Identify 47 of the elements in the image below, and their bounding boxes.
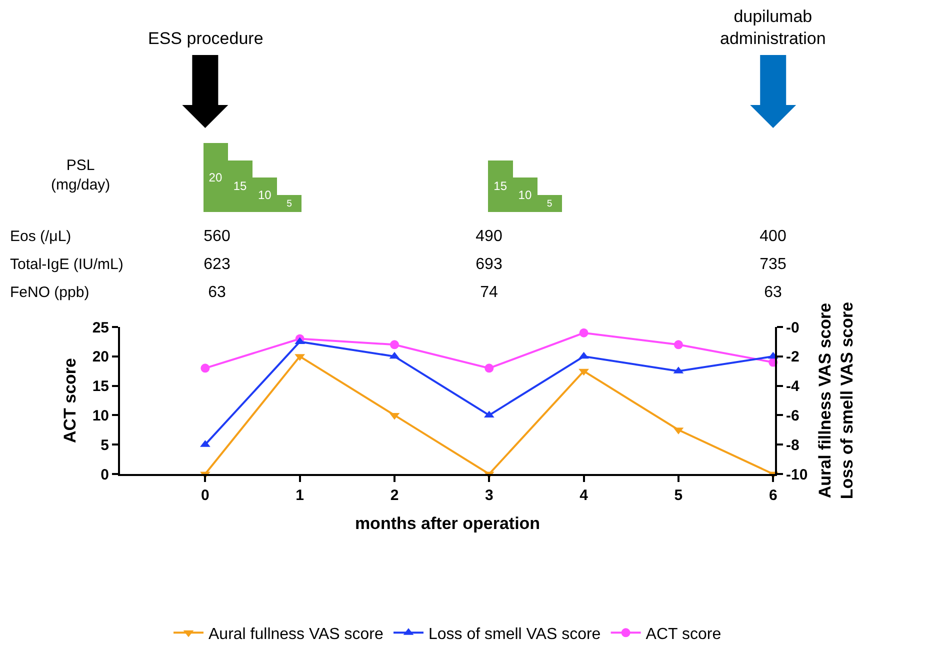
y-tick-label: 10: [92, 407, 109, 424]
text: 63: [764, 284, 782, 302]
text: 560: [204, 228, 230, 246]
text: 400: [760, 228, 786, 246]
text: 490: [476, 228, 502, 246]
y-tick-label: 25: [92, 319, 109, 336]
legend-label: ACT score: [646, 626, 722, 643]
text: 693: [476, 256, 502, 274]
text: 74: [480, 284, 498, 302]
x-tick-label: 0: [201, 487, 210, 504]
y-tick-label: 5: [100, 436, 109, 454]
data-label: 15: [233, 179, 248, 194]
legend-label: Aural fullness VAS score: [208, 626, 384, 643]
x-tick-label: 6: [768, 487, 778, 504]
y-tick-label: 0: [100, 466, 109, 484]
data-label: 10: [258, 188, 272, 202]
y2-tick-label: -10: [786, 466, 808, 484]
y-axis-title: ACT score: [60, 358, 80, 444]
text: 735: [760, 256, 786, 274]
y2-tick-label: -8: [786, 436, 800, 454]
legend-label: Loss of smell VAS score: [428, 626, 601, 643]
data-label: 10: [518, 188, 532, 202]
x-axis-title: months after operation: [354, 514, 540, 533]
text: 63: [208, 284, 226, 302]
x-tick-label: 2: [390, 487, 399, 504]
text: Total-IgE (IU/mL): [10, 256, 124, 273]
y-tick-label: 15: [92, 378, 109, 396]
data-label: 20: [208, 170, 222, 184]
x-tick-label: 5: [674, 487, 683, 504]
x-tick-label: 3: [484, 487, 494, 504]
data-label: 5: [286, 198, 292, 210]
y-axis-title: PSL (mg/day): [51, 157, 110, 194]
text: FeNO (ppb): [10, 284, 90, 301]
text: dupilumab administration: [720, 7, 826, 48]
x-tick-label: 4: [580, 487, 589, 504]
y2-tick-label: -6: [786, 407, 800, 424]
y2-tick-label: -4: [786, 378, 800, 396]
text: 623: [204, 256, 230, 274]
data-label: 5: [546, 198, 552, 210]
y-tick-label: 20: [92, 348, 109, 366]
y2-tick-label: -2: [786, 348, 800, 366]
y2-tick-label: -0: [786, 319, 800, 336]
text: Eos (/μL): [10, 228, 72, 245]
text: ESS procedure: [148, 29, 264, 48]
data-label: 15: [494, 179, 508, 194]
x-tick-label: 1: [296, 487, 304, 504]
y2-axis-title: Aural fillness VAS score Loss of smell VAS score: [816, 302, 857, 500]
